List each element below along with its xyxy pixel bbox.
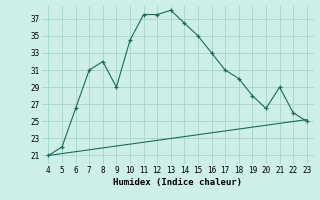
X-axis label: Humidex (Indice chaleur): Humidex (Indice chaleur) [113,178,242,187]
